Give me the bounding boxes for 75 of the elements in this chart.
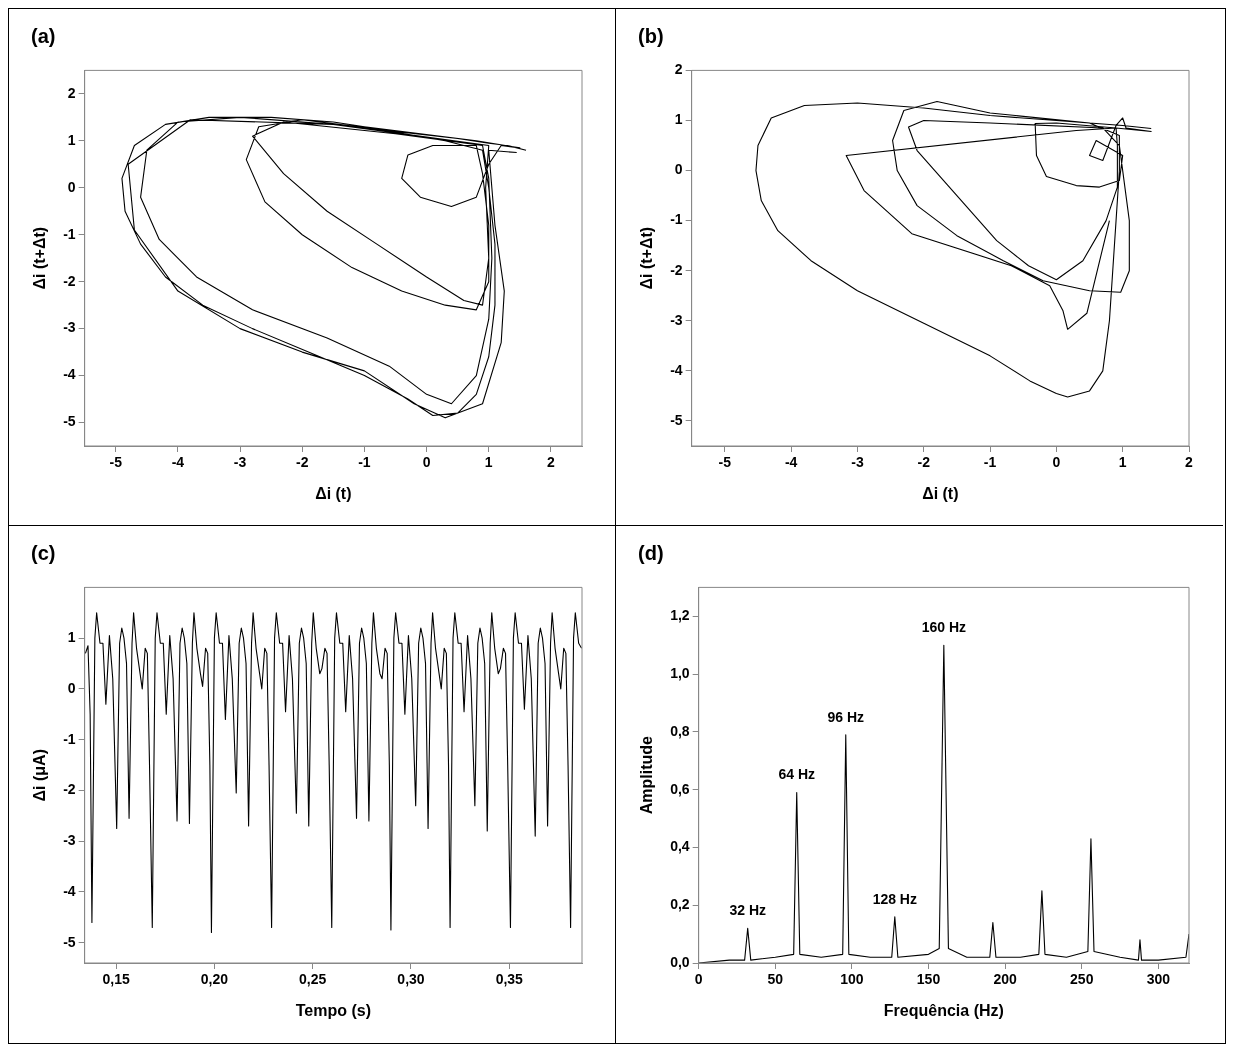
x-tick-label: 0 — [1052, 454, 1061, 471]
y-tick-label: -3 — [63, 832, 76, 849]
x-tick-label: -1 — [358, 454, 371, 471]
y-tick-label: -5 — [63, 933, 76, 950]
y-axis-title: Amplitude — [638, 735, 656, 815]
x-tick-label: -4 — [784, 454, 798, 471]
x-tick-label: 200 — [993, 971, 1018, 988]
x-tick-label: 0,20 — [200, 971, 229, 988]
y-tick-label: 2 — [67, 84, 76, 101]
y-tick-label: 1 — [67, 629, 76, 646]
chart-title: (b) — [638, 25, 664, 48]
x-tick-label: 0,15 — [102, 971, 130, 988]
y-tick-label: 0,6 — [670, 780, 690, 797]
x-tick-label: 0,35 — [495, 971, 524, 988]
annotation: 64 Hz — [778, 766, 816, 783]
y-tick-label: 0,4 — [670, 838, 690, 855]
x-tick-label: 300 — [1146, 971, 1171, 988]
y-tick-label: -3 — [670, 311, 683, 328]
x-tick-label: 1 — [1118, 454, 1127, 471]
y-tick-label: -3 — [63, 319, 76, 336]
x-tick-label: -3 — [233, 454, 247, 471]
y-tick-label: -2 — [63, 272, 76, 289]
x-tick-label: 0 — [422, 454, 431, 471]
y-tick-label: 0,2 — [670, 896, 690, 913]
y-tick-label: 1 — [67, 131, 76, 148]
y-tick-label: 1,2 — [670, 607, 690, 624]
x-axis-title: Frequência (Hz) — [883, 1001, 1004, 1019]
x-tick-label: 2 — [1185, 454, 1194, 471]
y-tick-label: -2 — [63, 781, 76, 798]
annotation: 160 Hz — [921, 619, 967, 636]
y-tick-label: 0,0 — [670, 953, 690, 970]
x-tick-label: -5 — [109, 454, 123, 471]
y-tick-label: -5 — [670, 411, 683, 428]
x-tick-label: -3 — [851, 454, 864, 471]
y-tick-label: 0,8 — [670, 722, 690, 739]
y-tick-label: -5 — [63, 413, 76, 430]
x-tick-label: 150 — [916, 971, 941, 988]
x-tick-label: 250 — [1070, 971, 1094, 988]
x-tick-label: 0,30 — [397, 971, 425, 988]
y-tick-label: -4 — [63, 366, 76, 383]
y-tick-label: 0 — [67, 178, 76, 195]
y-axis-title: Δi (t+Δt) — [638, 226, 656, 290]
y-axis-title: Δi (μA) — [31, 749, 49, 802]
x-tick-label: -2 — [917, 454, 931, 471]
y-axis-title: Δi (t+Δt) — [31, 226, 49, 290]
y-tick-label: -1 — [670, 211, 683, 228]
y-tick-label: -4 — [670, 361, 683, 378]
annotation: 128 Hz — [872, 890, 917, 907]
x-axis-title: Δi (t) — [315, 484, 352, 502]
x-tick-label: -2 — [296, 454, 309, 471]
y-tick-label: -4 — [63, 882, 76, 899]
y-tick-label: -1 — [63, 730, 76, 747]
x-axis-title: Tempo (s) — [295, 1001, 371, 1019]
y-tick-label: 1 — [674, 111, 683, 128]
y-tick-label: 2 — [674, 61, 683, 78]
y-tick-label: 1,0 — [670, 664, 690, 681]
y-tick-label: 0 — [674, 161, 683, 178]
annotation: 96 Hz — [827, 708, 865, 725]
x-tick-label: -1 — [983, 454, 997, 471]
x-axis-title: Δi (t) — [922, 484, 959, 502]
x-tick-label: -4 — [171, 454, 185, 471]
chart-title: (c) — [31, 542, 56, 565]
y-tick-label: -2 — [670, 261, 683, 278]
chart-title: (d) — [638, 542, 664, 565]
annotation: 32 Hz — [729, 902, 766, 919]
chart-title: (a) — [31, 25, 56, 48]
x-tick-label: 100 — [840, 971, 864, 988]
x-tick-label: 1 — [484, 454, 493, 471]
y-tick-label: -1 — [63, 225, 76, 242]
x-tick-label: 0 — [694, 971, 703, 988]
y-tick-label: 0 — [67, 679, 76, 696]
x-tick-label: 50 — [767, 971, 784, 988]
x-tick-label: 0,25 — [299, 971, 327, 988]
x-tick-label: -5 — [718, 454, 732, 471]
x-tick-label: 2 — [547, 454, 556, 471]
